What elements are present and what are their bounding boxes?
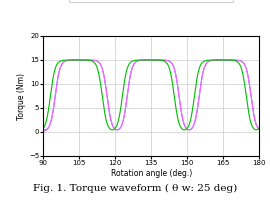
Line: θ s(=-5 deg.): θ s(=-5 deg.) bbox=[43, 60, 259, 130]
θ s(=25 deg.) bbox=[147, 59, 150, 61]
θ s(=30 deg.) bbox=[53, 102, 56, 104]
θ s(=30 deg.) bbox=[141, 59, 144, 61]
θ s(=30 deg.) bbox=[147, 59, 150, 61]
θ s(=25 deg.) bbox=[42, 127, 45, 129]
X-axis label: Rotation angle (deg.): Rotation angle (deg.) bbox=[111, 169, 192, 178]
Legend: θ s(=-5 deg.), θ s(=30 deg.), θ s(=25 deg.): θ s(=-5 deg.), θ s(=30 deg.), θ s(=25 de… bbox=[69, 0, 234, 2]
θ s(=25 deg.) bbox=[183, 129, 186, 131]
θ s(=-5 deg.) bbox=[42, 128, 45, 130]
θ s(=25 deg.) bbox=[258, 127, 261, 129]
θ s(=30 deg.) bbox=[151, 59, 155, 61]
θ s(=-5 deg.) bbox=[212, 59, 215, 61]
θ s(=25 deg.) bbox=[212, 59, 215, 61]
Line: θ s(=25 deg.): θ s(=25 deg.) bbox=[43, 60, 259, 130]
θ s(=25 deg.) bbox=[147, 59, 150, 61]
θ s(=25 deg.) bbox=[252, 127, 255, 129]
θ s(=-5 deg.) bbox=[79, 59, 83, 61]
θ s(=-5 deg.) bbox=[147, 59, 150, 61]
θ s(=30 deg.) bbox=[258, 128, 261, 130]
θ s(=30 deg.) bbox=[212, 59, 215, 61]
θ s(=25 deg.) bbox=[141, 59, 144, 61]
θ s(=-5 deg.) bbox=[141, 59, 144, 61]
θ s(=30 deg.) bbox=[251, 109, 255, 111]
θ s(=-5 deg.) bbox=[116, 129, 119, 131]
θ s(=25 deg.) bbox=[53, 71, 56, 73]
θ s(=25 deg.) bbox=[251, 127, 255, 129]
θ s(=-5 deg.) bbox=[251, 109, 255, 111]
Y-axis label: Torque (Nm): Torque (Nm) bbox=[17, 72, 26, 119]
θ s(=-5 deg.) bbox=[258, 128, 261, 130]
θ s(=-5 deg.) bbox=[53, 102, 56, 104]
Line: θ s(=30 deg.): θ s(=30 deg.) bbox=[43, 60, 259, 132]
Text: Fig. 1. Torque waveform ( θ w: 25 deg): Fig. 1. Torque waveform ( θ w: 25 deg) bbox=[33, 183, 237, 193]
θ s(=30 deg.) bbox=[251, 108, 255, 111]
θ s(=30 deg.) bbox=[42, 130, 45, 133]
θ s(=-5 deg.) bbox=[252, 110, 255, 112]
